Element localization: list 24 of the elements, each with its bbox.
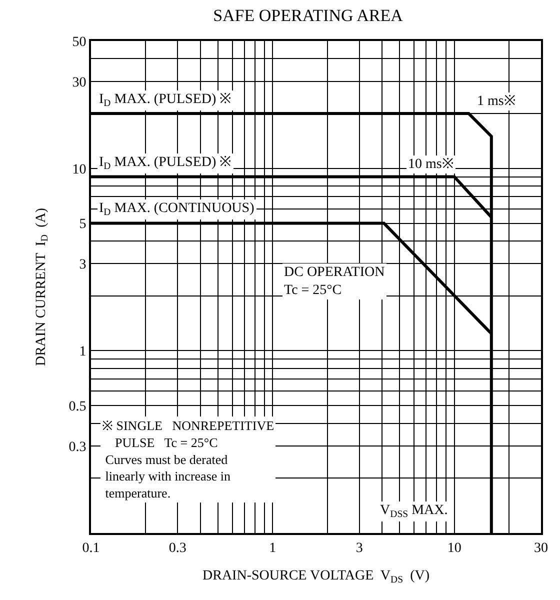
y-tick-label: 10 [72,162,86,178]
annotation: 10 ms※ [408,157,454,172]
x-tick-label: 0.1 [82,540,100,556]
annotation: I$_{D}$ MAX. (PULSED) ※ [99,155,232,172]
annotation: I$_{D}$ MAX. (PULSED) ※ [99,92,232,109]
y-tick-label: 3 [79,258,86,273]
x-tick-label: 0.3 [168,540,186,556]
x-tick-label: 3 [356,540,363,556]
y-tick-label: 5 [79,217,86,232]
annotation: ※ SINGLE NONREPETITIVE PULSE Tc = 25°C Curves must be derated linearly with increase in temperature. [102,418,274,501]
annotation: DC OPERATION Tc = 25°C [284,265,385,298]
annotation: V$_{DSS}$ MAX. [380,503,448,520]
x-axis-title: DRAIN-SOURCE VOLTAGE V$_{DS}$ (V) [202,568,430,586]
y-tick-label: 50 [72,34,86,50]
annotation: 1 ms※ [477,94,516,109]
y-tick-label: 0.5 [68,399,86,414]
y-tick-label: 1 [79,344,86,360]
annotation: I$_{D}$ MAX. (CONTINUOUS) [99,201,255,218]
y-tick-label: 0.3 [68,440,86,455]
x-tick-label: 30 [534,540,548,556]
chart-title: SAFE OPERATING AREA [213,6,404,25]
x-tick-label: 1 [269,540,276,556]
x-tick-label: 10 [447,540,462,556]
y-tick-label: 30 [72,75,86,90]
